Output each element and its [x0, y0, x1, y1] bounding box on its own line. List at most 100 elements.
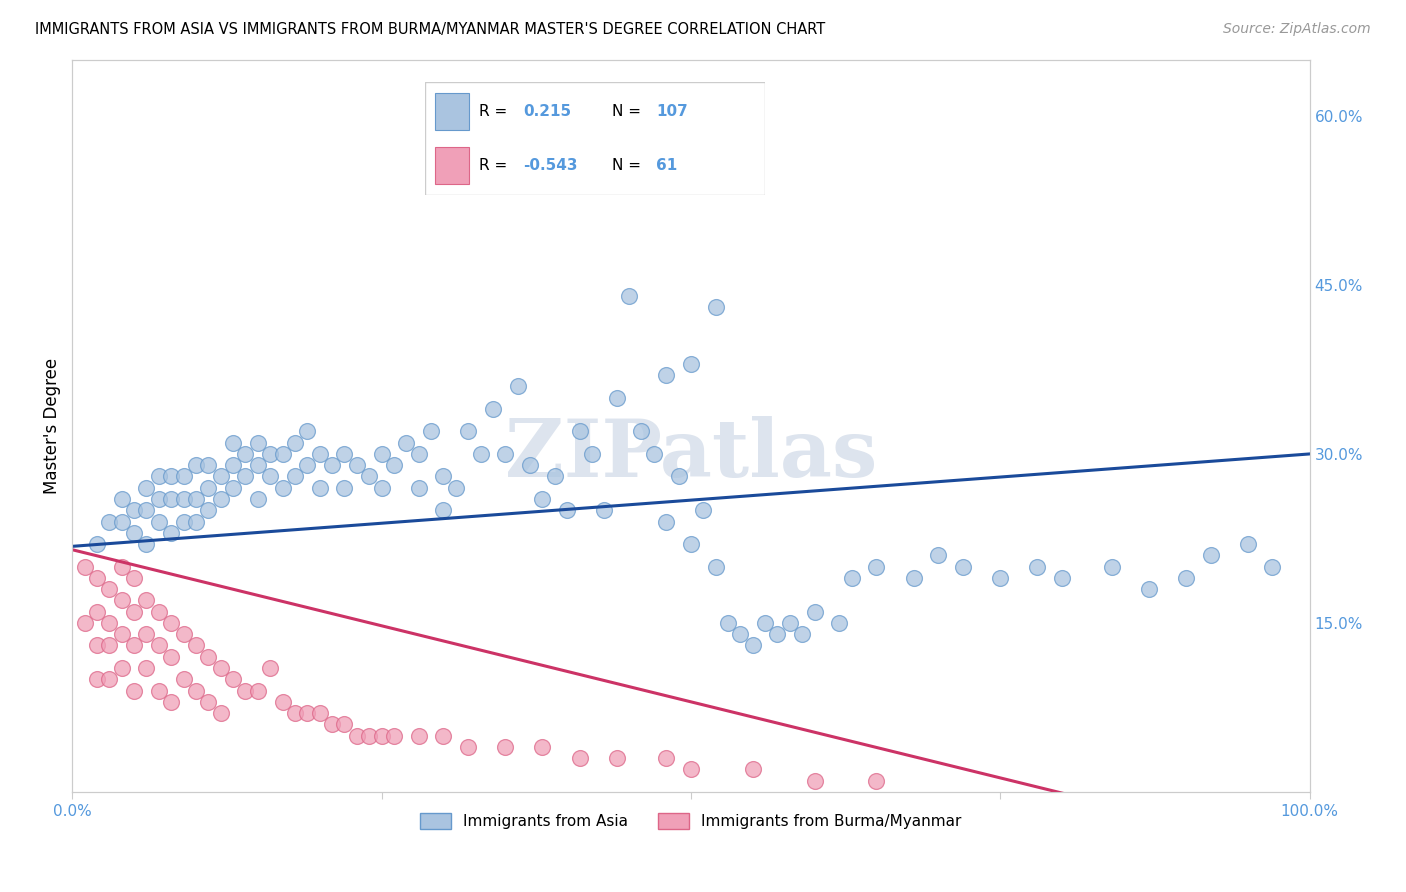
Point: [160, 469, 183, 483]
Point: [1174, 571, 1197, 585]
Point: [184, 639, 207, 653]
Point: [173, 469, 195, 483]
Point: [86, 537, 108, 551]
Point: [122, 503, 145, 517]
Point: [111, 627, 134, 641]
Point: [297, 706, 319, 720]
Point: [98, 615, 121, 630]
Point: [148, 683, 170, 698]
Point: [359, 469, 381, 483]
Point: [209, 661, 232, 675]
Point: [321, 717, 343, 731]
Point: [122, 571, 145, 585]
Point: [333, 481, 356, 495]
Point: [408, 447, 430, 461]
Point: [222, 673, 245, 687]
Point: [135, 627, 157, 641]
Point: [160, 615, 183, 630]
Point: [927, 549, 949, 563]
Point: [408, 481, 430, 495]
Point: [1261, 559, 1284, 574]
Point: [432, 469, 454, 483]
Point: [692, 503, 714, 517]
Point: [1236, 537, 1258, 551]
Point: [73, 559, 96, 574]
Point: [160, 525, 183, 540]
Legend: Immigrants from Asia, Immigrants from Burma/Myanmar: Immigrants from Asia, Immigrants from Bu…: [413, 807, 967, 836]
Point: [494, 739, 516, 754]
Point: [98, 639, 121, 653]
Point: [197, 695, 219, 709]
Point: [197, 458, 219, 473]
Point: [86, 571, 108, 585]
Point: [271, 695, 294, 709]
Point: [297, 458, 319, 473]
Point: [679, 763, 702, 777]
Point: [952, 559, 974, 574]
Point: [519, 458, 541, 473]
Point: [209, 469, 232, 483]
Point: [457, 425, 479, 439]
Point: [122, 605, 145, 619]
Point: [544, 469, 567, 483]
Point: [122, 639, 145, 653]
Point: [135, 503, 157, 517]
Point: [1026, 559, 1049, 574]
Point: [531, 491, 554, 506]
Point: [865, 559, 887, 574]
Point: [135, 593, 157, 607]
Point: [111, 515, 134, 529]
Point: [135, 481, 157, 495]
Point: [148, 605, 170, 619]
Point: [246, 435, 269, 450]
Point: [259, 661, 281, 675]
Point: [271, 447, 294, 461]
Point: [222, 481, 245, 495]
Point: [148, 469, 170, 483]
Point: [841, 571, 863, 585]
Point: [86, 673, 108, 687]
Point: [235, 469, 257, 483]
Point: [655, 368, 678, 382]
Point: [704, 559, 727, 574]
Point: [111, 559, 134, 574]
Point: [98, 515, 121, 529]
Point: [531, 739, 554, 754]
Point: [717, 615, 740, 630]
Point: [630, 425, 652, 439]
Point: [111, 593, 134, 607]
Point: [284, 706, 307, 720]
Point: [865, 773, 887, 788]
Point: [370, 481, 392, 495]
Point: [792, 627, 814, 641]
Point: [803, 605, 825, 619]
Point: [209, 491, 232, 506]
Point: [197, 649, 219, 664]
Point: [308, 706, 330, 720]
Point: [617, 289, 640, 303]
Text: Source: ZipAtlas.com: Source: ZipAtlas.com: [1223, 22, 1371, 37]
Point: [148, 639, 170, 653]
Point: [1199, 549, 1222, 563]
Point: [730, 627, 752, 641]
Point: [779, 615, 801, 630]
Point: [122, 525, 145, 540]
Point: [184, 491, 207, 506]
Point: [184, 458, 207, 473]
Point: [444, 481, 467, 495]
Point: [382, 729, 405, 743]
Point: [346, 729, 368, 743]
Point: [382, 458, 405, 473]
Point: [173, 515, 195, 529]
Point: [73, 615, 96, 630]
Point: [135, 661, 157, 675]
Point: [1137, 582, 1160, 596]
Point: [408, 729, 430, 743]
Point: [741, 639, 763, 653]
Point: [184, 515, 207, 529]
Point: [395, 435, 418, 450]
Point: [297, 425, 319, 439]
Point: [668, 469, 690, 483]
Point: [284, 435, 307, 450]
Point: [506, 379, 529, 393]
